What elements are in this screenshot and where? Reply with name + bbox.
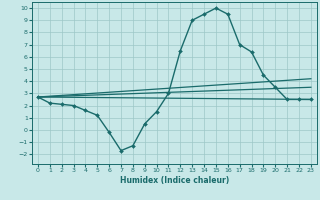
- X-axis label: Humidex (Indice chaleur): Humidex (Indice chaleur): [120, 176, 229, 185]
